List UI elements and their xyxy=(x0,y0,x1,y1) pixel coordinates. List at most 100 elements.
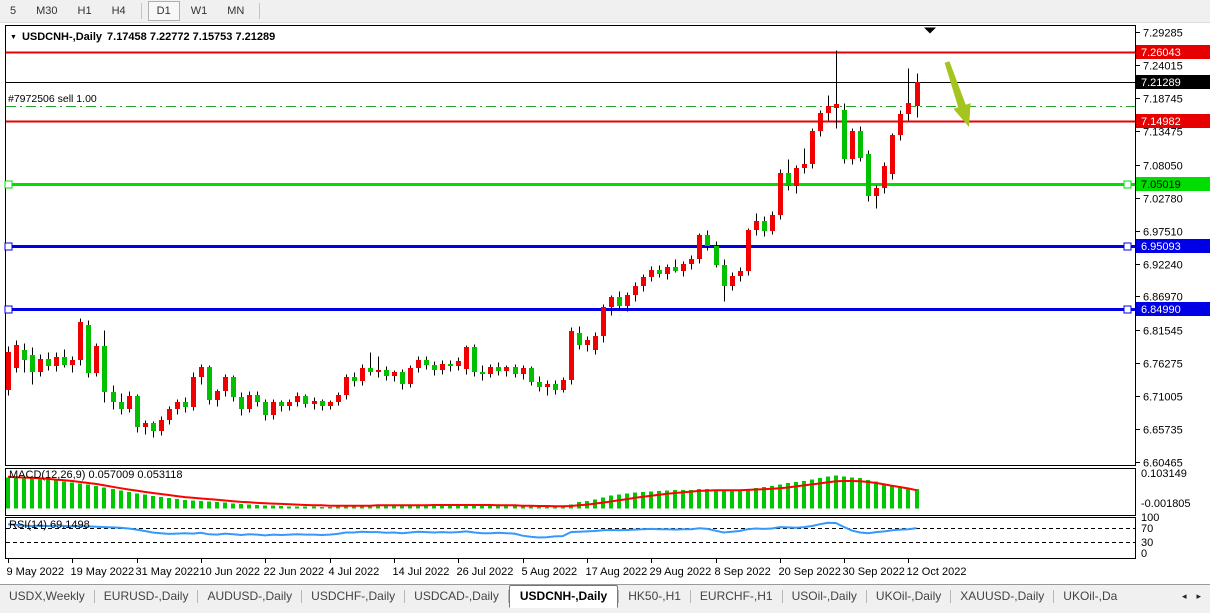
line-handle[interactable] xyxy=(4,242,13,251)
timeframe-button-m30[interactable]: M30 xyxy=(36,5,58,17)
candle-body xyxy=(714,246,719,265)
macd-histogram-bar xyxy=(247,504,251,509)
tab-usdcnh-daily[interactable]: USDCNH-,Daily xyxy=(508,585,619,608)
rsi-axis-label: 0 xyxy=(1141,548,1147,560)
macd-histogram-bar xyxy=(119,490,123,509)
macd-histogram-bar xyxy=(714,489,718,509)
timeframe-button-mn[interactable]: MN xyxy=(227,5,245,17)
candle-body xyxy=(54,357,59,366)
tab-ukoil-daily[interactable]: UKOil-,Daily xyxy=(875,589,942,603)
candle-body xyxy=(858,131,863,158)
price-badge-label: 7.21289 xyxy=(1141,77,1181,89)
price-axis-label: 6.65735 xyxy=(1143,425,1183,437)
line-handle[interactable] xyxy=(1123,242,1132,251)
candle-body xyxy=(480,372,485,374)
date-axis-label: 31 May 2022 xyxy=(136,566,200,578)
timeframe-button-h1[interactable]: H1 xyxy=(77,5,92,17)
macd-histogram-bar xyxy=(191,500,195,509)
timeframe-button-w1[interactable]: W1 xyxy=(190,5,208,17)
price-axis-label: 6.86970 xyxy=(1143,292,1183,304)
tab-separator xyxy=(1053,590,1055,603)
candle-body xyxy=(295,396,300,402)
macd-histogram-bar xyxy=(657,490,661,509)
macd-indicator-label: MACD(12,26,9) 0.057009 0.053118 xyxy=(9,469,183,481)
sell-signal-arrow-icon[interactable] xyxy=(944,61,971,128)
macd-histogram-bar xyxy=(681,490,685,509)
line-handle[interactable] xyxy=(1123,305,1132,314)
macd-histogram-bar xyxy=(464,504,468,509)
line-handle[interactable] xyxy=(4,305,13,314)
macd-histogram-bar xyxy=(151,496,155,509)
price-badge xyxy=(1136,114,1210,128)
macd-histogram-bar xyxy=(303,506,307,509)
macd-histogram-bar xyxy=(705,488,709,509)
tab-usdx-weekly[interactable]: USDX,Weekly xyxy=(9,589,85,603)
price-axis-label: 7.08050 xyxy=(1143,161,1183,173)
candle-body xyxy=(38,359,43,372)
macd-histogram-bar xyxy=(480,505,484,509)
line-handle[interactable] xyxy=(1123,180,1132,189)
rsi-indicator-label: RSI(14) 69.1498 xyxy=(9,519,90,531)
macd-histogram-bar xyxy=(778,484,782,509)
tab-separator xyxy=(93,590,95,603)
macd-histogram-bar xyxy=(207,501,211,509)
candle-body xyxy=(70,360,75,365)
candle-body xyxy=(271,402,276,415)
macd-histogram-bar xyxy=(786,483,790,509)
candle-body xyxy=(778,173,783,215)
tab-usdchf-daily[interactable]: USDCHF-,Daily xyxy=(311,589,396,603)
candle-body xyxy=(786,173,791,186)
candle-body xyxy=(352,377,357,381)
candle-body xyxy=(78,322,83,360)
order-line-label: #7972506 sell 1.00 xyxy=(8,93,97,105)
macd-histogram-bar xyxy=(762,487,766,509)
candle-body xyxy=(159,420,164,431)
triangle-down-marker[interactable] xyxy=(924,27,936,34)
macd-axis-max-label: 0.103149 xyxy=(1141,468,1187,480)
macd-histogram-bar xyxy=(360,505,364,509)
date-axis-label: 19 May 2022 xyxy=(71,566,135,578)
macd-histogram-bar xyxy=(545,507,549,509)
date-axis-label: 12 Oct 2022 xyxy=(907,566,967,578)
candle-body xyxy=(408,368,413,384)
toolbar-separator xyxy=(259,3,261,19)
timeframe-button-5[interactable]: 5 xyxy=(10,5,17,17)
candle-body xyxy=(496,367,501,371)
tab-ukoil-da[interactable]: UKOil-,Da xyxy=(1063,589,1118,603)
rsi-panel-border xyxy=(5,517,1136,559)
candle-body xyxy=(320,401,325,406)
candle-body xyxy=(231,377,236,397)
timeframe-button-h4[interactable]: H4 xyxy=(111,5,126,17)
tab-usdcad-daily[interactable]: USDCAD-,Daily xyxy=(414,589,499,603)
tab-xauusd-daily[interactable]: XAUUSD-,Daily xyxy=(960,589,1045,603)
candle-body xyxy=(553,384,558,390)
candle-body xyxy=(30,355,35,372)
tab-eurchf-h1[interactable]: EURCHF-,H1 xyxy=(699,589,773,603)
macd-histogram-bar xyxy=(834,475,838,509)
candle-body xyxy=(119,402,124,409)
tab-usoil-daily[interactable]: USOil-,Daily xyxy=(791,589,857,603)
timeframe-button-d1[interactable]: D1 xyxy=(147,1,180,21)
candle-body xyxy=(328,402,333,406)
macd-histogram-bar xyxy=(199,500,203,509)
candle-body xyxy=(617,297,622,306)
candle-body xyxy=(810,131,815,164)
tab-scroll-right-icon[interactable]: ▸ xyxy=(1196,590,1201,601)
tab-scroll-left-icon[interactable]: ◂ xyxy=(1181,590,1187,601)
tab-hk50-h1[interactable]: HK50-,H1 xyxy=(628,589,681,603)
date-axis-label: 22 Jun 2022 xyxy=(264,566,325,578)
candle-body xyxy=(62,357,67,365)
candle-body xyxy=(279,402,284,406)
macd-histogram-bar xyxy=(368,505,372,509)
line-handle[interactable] xyxy=(4,180,13,189)
macd-histogram-bar xyxy=(513,505,517,509)
chart-dropdown-icon[interactable]: ▼ xyxy=(10,33,17,41)
candle-body xyxy=(697,235,702,259)
macd-histogram-bar xyxy=(328,507,332,509)
tab-audusd-daily[interactable]: AUDUSD-,Daily xyxy=(207,589,293,603)
tab-eurusd-daily[interactable]: EURUSD-,Daily xyxy=(103,589,189,603)
candle-body xyxy=(376,370,381,372)
candle-body xyxy=(239,397,244,409)
candle-body xyxy=(191,377,196,407)
